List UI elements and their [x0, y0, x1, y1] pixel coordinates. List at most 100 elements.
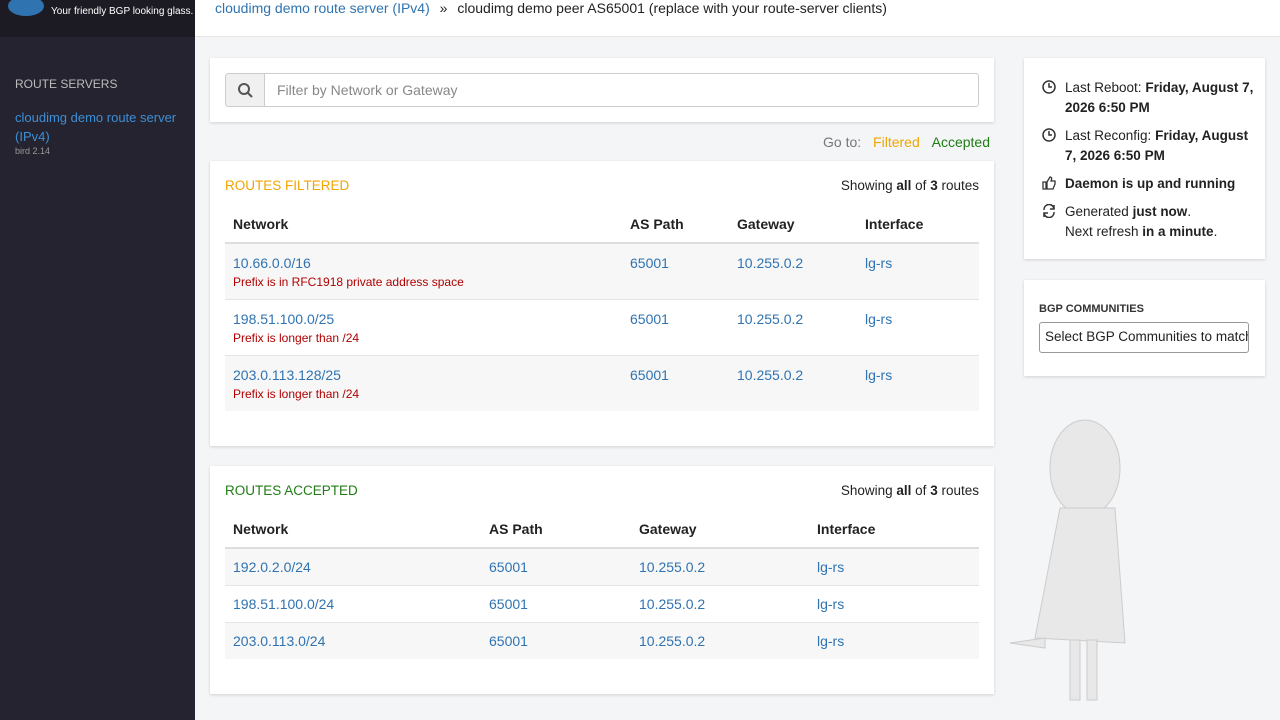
cell: 203.0.113.0/24: [225, 621, 481, 659]
gateway[interactable]: 10.255.0.2: [639, 595, 706, 612]
route-server-link[interactable]: cloudimg demo route server (IPv4): [15, 110, 177, 144]
as-path[interactable]: 65001: [489, 595, 528, 612]
breadcrumb-separator: »: [439, 0, 448, 16]
cell: 10.255.0.2: [729, 242, 857, 299]
route-row: 10.66.0.0/16 Prefix is in RFC1918 private…: [225, 242, 979, 299]
gateway[interactable]: 10.255.0.2: [737, 366, 804, 383]
last-reboot: Last Reboot: Friday, August 7, 2026 6:50…: [1065, 78, 1255, 118]
summary-scope: all: [896, 178, 912, 193]
summary-suffix: routes: [941, 483, 979, 498]
goto: Go to: Filtered Accepted: [823, 134, 990, 150]
interface[interactable]: lg-rs: [865, 366, 893, 383]
interface[interactable]: lg-rs: [817, 632, 845, 649]
gateway[interactable]: 10.255.0.2: [639, 632, 706, 649]
column-header: Gateway: [729, 205, 857, 244]
end: .: [1187, 204, 1192, 219]
section-title: ROUTE SERVERS: [15, 77, 118, 91]
refresh-icon: [1043, 204, 1055, 218]
cell: lg-rs: [857, 354, 979, 411]
cell: 65001: [622, 298, 729, 355]
network[interactable]: 198.51.100.0/25: [233, 310, 335, 327]
status-card: [1024, 58, 1265, 259]
interface[interactable]: lg-rs: [865, 255, 893, 271]
summary-count: 3: [930, 178, 938, 193]
as-path[interactable]: 65001: [489, 632, 528, 649]
thumb-icon: [1042, 176, 1056, 190]
network[interactable]: 203.0.113.128/25: [233, 366, 341, 383]
end: .: [1213, 224, 1218, 239]
accepted-card: ROUTES ACCEPTED Showing all of 3 routes Ne…: [210, 466, 994, 694]
search-button[interactable]: [225, 73, 265, 107]
interface[interactable]: lg-rs: [817, 595, 845, 612]
column-header: Interface: [857, 205, 979, 244]
routes-table: Network AS Path Gateway Interface 10.66.0.0/…: [225, 205, 979, 411]
summary: Showing all of 3 routes: [841, 178, 979, 193]
cell: 65001: [622, 242, 729, 299]
network[interactable]: 203.0.113.0/24: [233, 632, 326, 649]
as-path[interactable]: 65001: [630, 255, 669, 271]
breadcrumb-server[interactable]: cloudimg demo route server (IPv4): [215, 0, 430, 16]
goto-accepted[interactable]: Accepted: [931, 134, 990, 150]
tagline: Your friendly BGP looking glass.: [51, 6, 194, 17]
communities-select[interactable]: Select BGP Communities to match: [1039, 322, 1249, 353]
label: Generated: [1065, 204, 1129, 219]
header-row: Network AS Path Gateway Interface: [225, 205, 979, 244]
cell: 10.255.0.2: [729, 354, 857, 411]
label: Next refresh: [1065, 224, 1139, 239]
breadcrumb: cloudimg demo route server (IPv4) » clou…: [215, 0, 887, 16]
route-row: 203.0.113.128/25 Prefix is longer than /2…: [225, 354, 979, 411]
route-row: 198.51.100.0/24 65001 10.255.0.2 lg-rs: [225, 584, 979, 622]
summary-suffix: routes: [941, 178, 979, 193]
section-title: ROUTES ACCEPTED: [225, 483, 358, 498]
next-refresh: Next refresh in a minute.: [1065, 222, 1217, 242]
network[interactable]: 10.66.0.0/16: [233, 255, 311, 271]
breadcrumb-peer: cloudimg demo peer AS65001 (replace with…: [457, 0, 887, 16]
interface[interactable]: lg-rs: [817, 559, 845, 575]
cell: 10.66.0.0/16 Prefix is in RFC1918 private…: [225, 242, 622, 299]
as-path[interactable]: 65001: [630, 366, 669, 383]
network[interactable]: 192.0.2.0/24: [233, 559, 311, 575]
section-title: ROUTES FILTERED: [225, 178, 350, 193]
cell: 10.255.0.2: [631, 621, 809, 659]
filter-input[interactable]: Filter by Network or Gateway: [264, 73, 979, 107]
routes-table: Network AS Path Gateway Interface 192.0.2.0/…: [225, 510, 979, 659]
filtered-card: ROUTES FILTERED Showing all of 3 routes Ne…: [210, 161, 994, 446]
value: just now: [1132, 204, 1188, 219]
gateway[interactable]: 10.255.0.2: [737, 310, 804, 327]
as-path[interactable]: 65001: [489, 559, 528, 575]
cell: 10.255.0.2: [631, 547, 809, 585]
cell: 10.255.0.2: [631, 584, 809, 622]
interface[interactable]: lg-rs: [865, 310, 893, 327]
network[interactable]: 198.51.100.0/24: [233, 595, 335, 612]
cell: 65001: [622, 354, 729, 411]
cell: 65001: [481, 547, 631, 585]
goto-filtered[interactable]: Filtered: [873, 134, 920, 150]
header-row: Network AS Path Gateway Interface: [225, 510, 979, 549]
summary-prefix: Showing: [840, 178, 893, 193]
summary-prefix: Showing: [840, 483, 893, 498]
summary-count: 3: [930, 483, 938, 498]
as-path[interactable]: 65001: [630, 310, 669, 327]
cell: 65001: [481, 584, 631, 622]
gateway[interactable]: 10.255.0.2: [737, 255, 804, 271]
column-header: Network: [225, 205, 622, 244]
communities-card: BGP COMMUNITIES Select BGP Communities t…: [1024, 280, 1265, 376]
column-header: AS Path: [622, 205, 729, 244]
logo-bar: Your friendly BGP looking glass.: [0, 0, 195, 37]
gateway[interactable]: 10.255.0.2: [639, 559, 706, 575]
value: Friday, August 7, 2026 6:50 PM: [1065, 80, 1254, 115]
reason: Prefix is longer than /24: [233, 386, 360, 401]
filter-card: Filter by Network or Gateway: [210, 58, 994, 122]
value: Friday, August 7, 2026 6:50 PM: [1065, 128, 1249, 163]
summary-of: of: [915, 178, 927, 193]
cell: 198.51.100.0/25 Prefix is longer than /24: [225, 298, 622, 355]
goto-label: Go to:: [823, 134, 862, 150]
illustration: [1009, 419, 1126, 701]
cell: lg-rs: [857, 298, 979, 355]
cell: 65001: [481, 621, 631, 659]
cell: lg-rs: [857, 242, 979, 299]
header: cloudimg demo route server (IPv4) » clou…: [195, 0, 1280, 37]
cell: 203.0.113.128/25 Prefix is longer than /2…: [225, 354, 622, 411]
summary-scope: all: [896, 483, 912, 498]
